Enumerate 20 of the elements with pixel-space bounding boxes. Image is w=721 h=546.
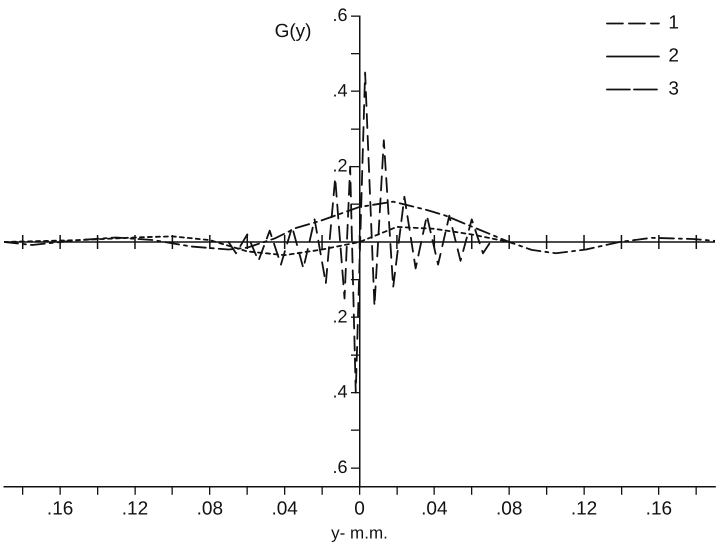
- x-tick-label: .08: [496, 498, 522, 520]
- y-tick-label: .4: [332, 80, 348, 100]
- y-tick-label: .4: [332, 382, 348, 402]
- x-tick-label: .16: [646, 498, 672, 520]
- x-tick-label: .04: [271, 498, 298, 520]
- y-tick-label: .6: [332, 456, 348, 477]
- y-tick-label: .2: [332, 156, 348, 176]
- legend-label: 3: [668, 78, 680, 100]
- y-axis-title: G(y): [274, 21, 312, 42]
- x-tick-label: .08: [196, 498, 224, 520]
- legend-label: 1: [668, 12, 680, 34]
- x-tick-label: .16: [46, 498, 74, 520]
- x-tick-label: .12: [570, 498, 598, 520]
- x-tick-label: .04: [421, 498, 448, 520]
- legend-label: 2: [668, 46, 680, 67]
- y-tick-label: .6: [332, 4, 348, 25]
- x-tick-label: 0: [354, 498, 365, 520]
- x-axis-title: y- m.m.: [331, 523, 388, 542]
- x-tick-label: .12: [122, 498, 148, 520]
- y-tick-label: .2: [332, 306, 348, 326]
